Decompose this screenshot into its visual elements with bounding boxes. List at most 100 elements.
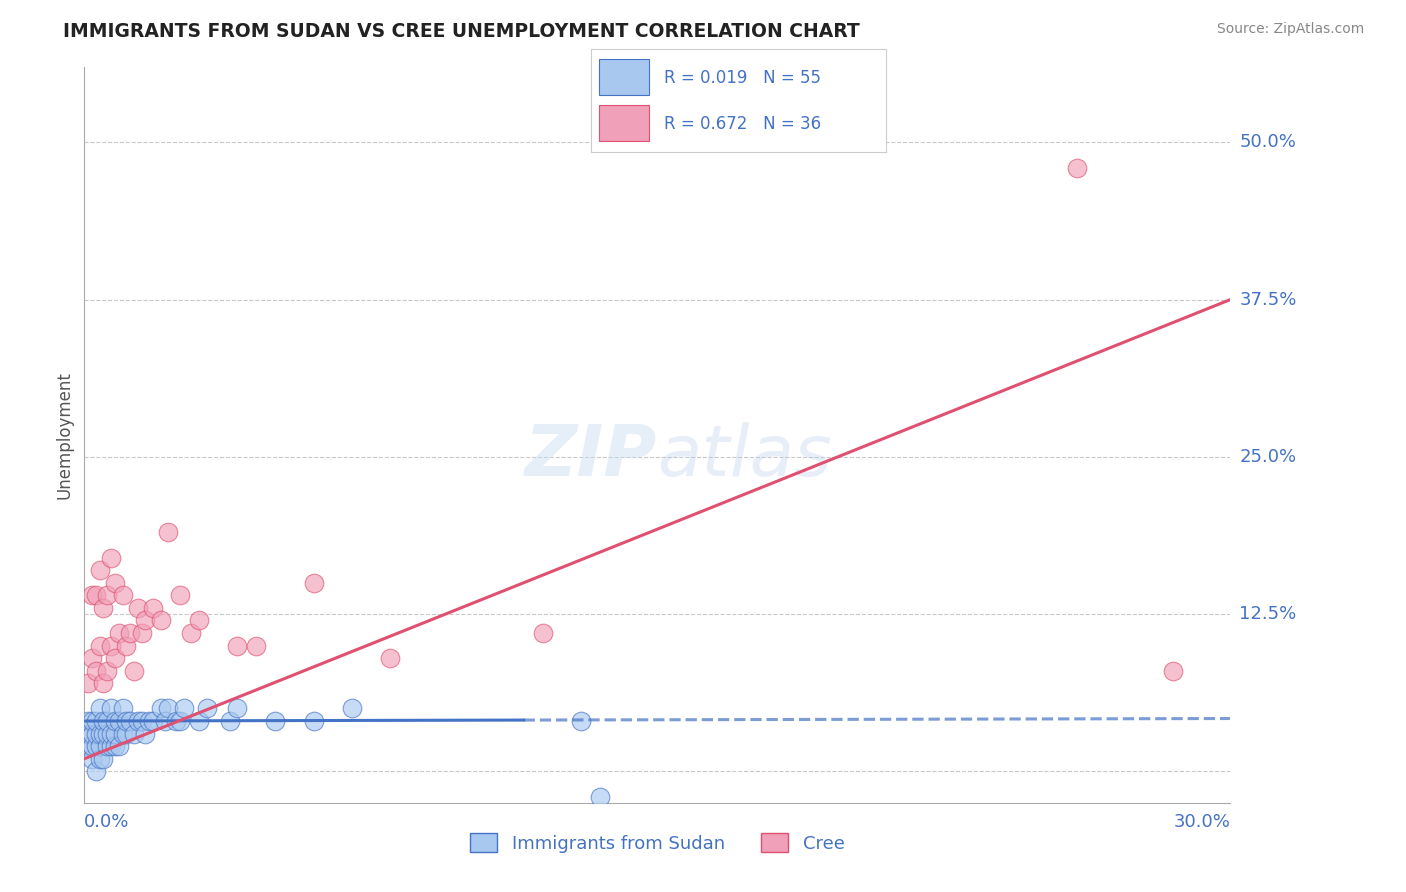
Point [104,575,127,590]
Point [157,525,180,540]
Point [80,651,103,665]
Point [84,739,107,754]
Point [127,600,149,615]
Text: 30.0%: 30.0% [1174,813,1230,830]
Point [89,639,111,653]
Point [80,726,103,740]
Point [264,714,287,728]
Point [138,714,160,728]
Point [122,726,145,740]
Point [96,664,118,678]
Point [93,676,115,690]
Text: R = 0.019   N = 55: R = 0.019 N = 55 [664,69,821,87]
Point [569,714,592,728]
Point [111,588,134,602]
Point [115,639,138,653]
Point [84,588,107,602]
Point [89,701,111,715]
Point [115,714,138,728]
Point [80,588,103,602]
Point [142,600,165,615]
Point [104,739,127,754]
Point [149,701,172,715]
Point [84,714,107,728]
Text: 12.5%: 12.5% [1240,605,1296,624]
Text: Source: ZipAtlas.com: Source: ZipAtlas.com [1216,22,1364,37]
Point [302,575,325,590]
Point [100,550,122,565]
Point [226,639,249,653]
Point [107,626,129,640]
Point [589,789,612,804]
Point [80,752,103,766]
Point [107,739,129,754]
Point [77,726,100,740]
Point [165,714,187,728]
Point [93,752,115,766]
Point [173,701,195,715]
Point [245,639,267,653]
Point [1066,161,1088,175]
Text: atlas: atlas [658,423,832,491]
Point [131,714,153,728]
Point [111,701,134,715]
Point [142,714,165,728]
Point [120,714,142,728]
Point [157,701,180,715]
Point [104,651,127,665]
Point [149,614,172,628]
Point [120,626,142,640]
Point [111,726,134,740]
Point [77,739,100,754]
Point [93,600,115,615]
Point [89,752,111,766]
Point [100,726,122,740]
Point [378,651,401,665]
Point [93,714,115,728]
Point [134,614,156,628]
Point [188,614,211,628]
Point [77,676,100,690]
Point [340,701,363,715]
Point [84,764,107,779]
Point [104,726,127,740]
Text: 25.0%: 25.0% [1240,448,1296,466]
Text: IMMIGRANTS FROM SUDAN VS CREE UNEMPLOYMENT CORRELATION CHART: IMMIGRANTS FROM SUDAN VS CREE UNEMPLOYME… [63,22,860,41]
Point [1161,664,1184,678]
Point [80,714,103,728]
Point [104,714,127,728]
Point [89,563,111,577]
Point [84,726,107,740]
Point [89,739,111,754]
Point [115,726,138,740]
Legend: Immigrants from Sudan, Cree: Immigrants from Sudan, Cree [463,826,852,860]
Point [218,714,240,728]
FancyBboxPatch shape [599,105,650,141]
Text: 50.0%: 50.0% [1240,134,1296,152]
Point [195,701,218,715]
Point [127,714,149,728]
Point [96,588,118,602]
Point [80,739,103,754]
Point [100,639,122,653]
Point [169,714,191,728]
Point [96,714,118,728]
Point [96,726,118,740]
Text: 37.5%: 37.5% [1240,291,1296,309]
Point [100,739,122,754]
Point [226,701,249,715]
Text: 0.0%: 0.0% [84,813,129,830]
Point [100,701,122,715]
Point [531,626,554,640]
Point [93,726,115,740]
Point [153,714,176,728]
Point [96,739,118,754]
Text: ZIP: ZIP [524,423,658,491]
FancyBboxPatch shape [599,60,650,95]
Point [84,664,107,678]
Point [134,726,156,740]
Point [131,626,153,640]
Text: R = 0.672   N = 36: R = 0.672 N = 36 [664,115,821,133]
Point [107,714,129,728]
Y-axis label: Unemployment: Unemployment [55,371,73,499]
